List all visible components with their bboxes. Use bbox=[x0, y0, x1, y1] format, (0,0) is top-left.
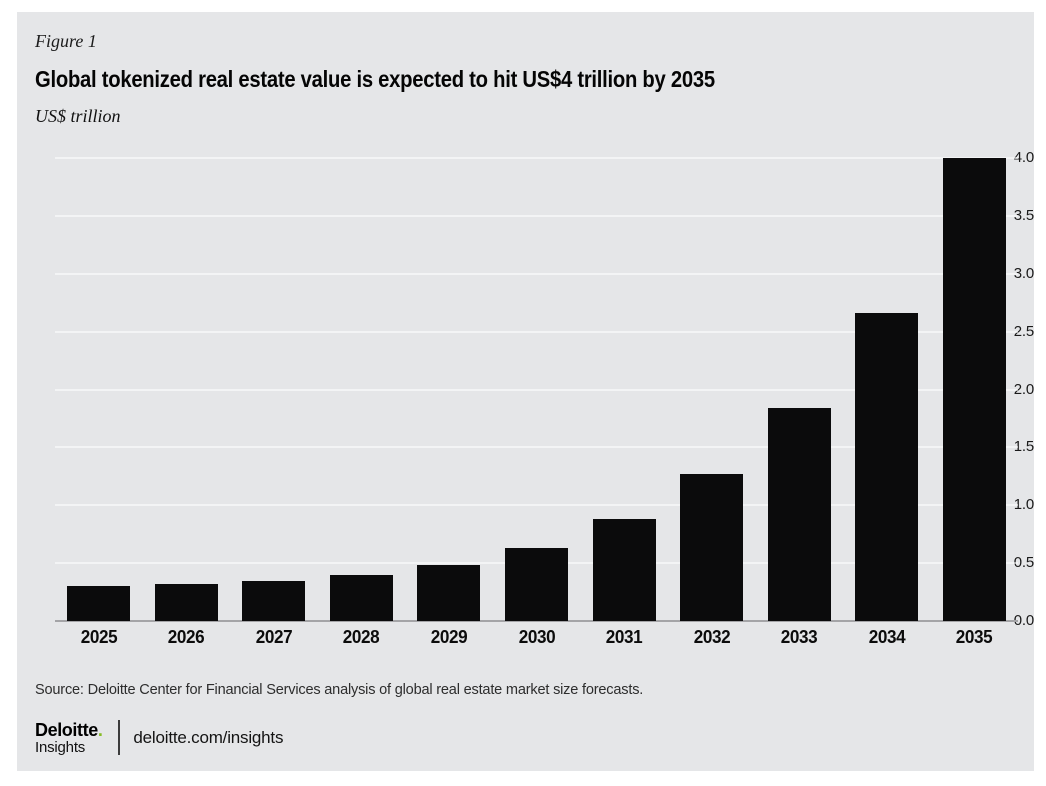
brand-green-dot: . bbox=[97, 719, 103, 740]
gridline bbox=[55, 214, 1018, 217]
bar-2034 bbox=[855, 313, 919, 621]
x-tick-label: 2029 bbox=[430, 627, 468, 647]
gridline bbox=[55, 272, 1018, 275]
y-axis-unit-label: US$ trillion bbox=[35, 106, 121, 126]
figure-label: Figure 1 bbox=[35, 31, 97, 51]
deloitte-insights-logo: Deloitte. Insights bbox=[35, 719, 103, 756]
gridline bbox=[55, 330, 1018, 333]
x-tick-label: 2027 bbox=[255, 627, 293, 647]
bar-2035 bbox=[942, 158, 1006, 621]
x-tick-label: 2025 bbox=[80, 627, 118, 647]
bar-2028 bbox=[329, 574, 393, 621]
x-tick-label: 2030 bbox=[518, 627, 555, 647]
bar-2030 bbox=[505, 548, 568, 621]
brand-subname: Insights bbox=[35, 738, 86, 756]
bar-2026 bbox=[154, 583, 218, 621]
footer-divider bbox=[118, 720, 121, 755]
brand-wordmark: Deloitte. bbox=[35, 719, 103, 740]
x-tick-label: 2033 bbox=[780, 627, 818, 647]
bar-2033 bbox=[767, 408, 831, 621]
bar-2025 bbox=[67, 586, 131, 621]
x-tick-label: 2034 bbox=[868, 627, 905, 647]
x-tick-label: 2031 bbox=[605, 627, 643, 647]
gridline bbox=[55, 157, 1018, 159]
gridline bbox=[55, 388, 1018, 391]
gridline bbox=[55, 446, 1018, 449]
bar-2031 bbox=[592, 519, 656, 621]
figure-panel: Figure 1 Global tokenized real estate va… bbox=[17, 12, 1034, 771]
insights-link[interactable]: deloitte.com/insights bbox=[133, 727, 284, 747]
source-note: Source: Deloitte Center for Financial Se… bbox=[35, 681, 644, 698]
chart-title: Global tokenized real estate value is ex… bbox=[35, 66, 715, 92]
plot-area bbox=[55, 157, 1018, 622]
x-tick-label: 2026 bbox=[168, 627, 205, 647]
bar-2032 bbox=[680, 474, 744, 621]
footer: Deloitte. Insights deloitte.com/insights bbox=[35, 720, 283, 755]
x-axis-line bbox=[55, 620, 1018, 622]
gridline bbox=[55, 504, 1018, 507]
bar-2029 bbox=[417, 565, 481, 621]
bar-2027 bbox=[242, 580, 306, 621]
x-tick-label: 2028 bbox=[343, 627, 380, 647]
x-tick-label: 2035 bbox=[955, 627, 993, 647]
x-tick-label: 2032 bbox=[693, 627, 730, 647]
brand-name: Deloitte bbox=[35, 719, 98, 740]
